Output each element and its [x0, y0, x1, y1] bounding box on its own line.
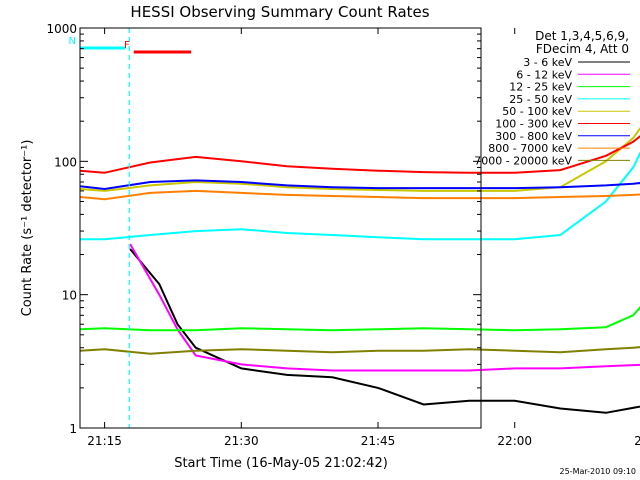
y-tick-label-2: 100: [54, 155, 77, 169]
series-line-5: [79, 135, 640, 174]
series-line-7: [79, 189, 640, 201]
y-tick-label-3: 1000: [46, 22, 77, 36]
legend-label-0: 3 - 6 keV: [523, 56, 572, 69]
timestamp: 25-Mar-2010 09:10: [560, 467, 637, 476]
flag-label-0: N: [69, 36, 76, 47]
x-tick-label-4: 22:15: [634, 434, 640, 448]
y-axis-ticks: 1 10 100 1000: [46, 22, 481, 436]
legend-label-4: 50 - 100 keV: [502, 105, 572, 118]
x-tick-label-3: 22:00: [497, 434, 532, 448]
series-line-0: [129, 248, 640, 414]
legend: Det 1,3,4,5,6,9, FDecim 4, Att 0 3 - 6 k…: [474, 29, 630, 167]
legend-label-7: 800 - 7000 keV: [488, 142, 572, 155]
legend-label-3: 25 - 50 keV: [509, 93, 572, 106]
x-tick-label-2: 21:45: [361, 434, 396, 448]
series-line-2: [79, 306, 640, 332]
legend-label-8: 7000 - 20000 keV: [474, 154, 572, 167]
legend-label-5: 100 - 300 keV: [495, 118, 572, 131]
legend-label-2: 12 - 25 keV: [509, 81, 572, 94]
series-line-6: [79, 179, 640, 191]
y-tick-label-0: 1: [69, 422, 77, 436]
legend-header-line-1: Det 1,3,4,5,6,9,: [535, 29, 629, 43]
legend-label-6: 300 - 800 keV: [495, 130, 572, 143]
legend-header-line-2: FDecim 4, Att 0: [536, 42, 629, 56]
series-line-1: [129, 243, 640, 372]
y-tick-label-1: 10: [62, 289, 77, 303]
legend-label-1: 6 - 12 keV: [516, 68, 572, 81]
plot-frame: [79, 27, 482, 429]
plot-area: NFS: [69, 28, 640, 428]
x-axis-label: Start Time (16-May-05 21:02:42): [174, 456, 388, 471]
chart-title: HESSI Observing Summary Count Rates: [130, 3, 429, 21]
x-tick-label-0: 21:15: [87, 434, 122, 448]
flag-label-1: F: [124, 40, 130, 51]
x-tick-label-1: 21:30: [224, 434, 259, 448]
y-axis-label: Count Rate (s⁻¹ detector⁻¹): [20, 140, 35, 317]
series-line-8: [79, 346, 640, 355]
